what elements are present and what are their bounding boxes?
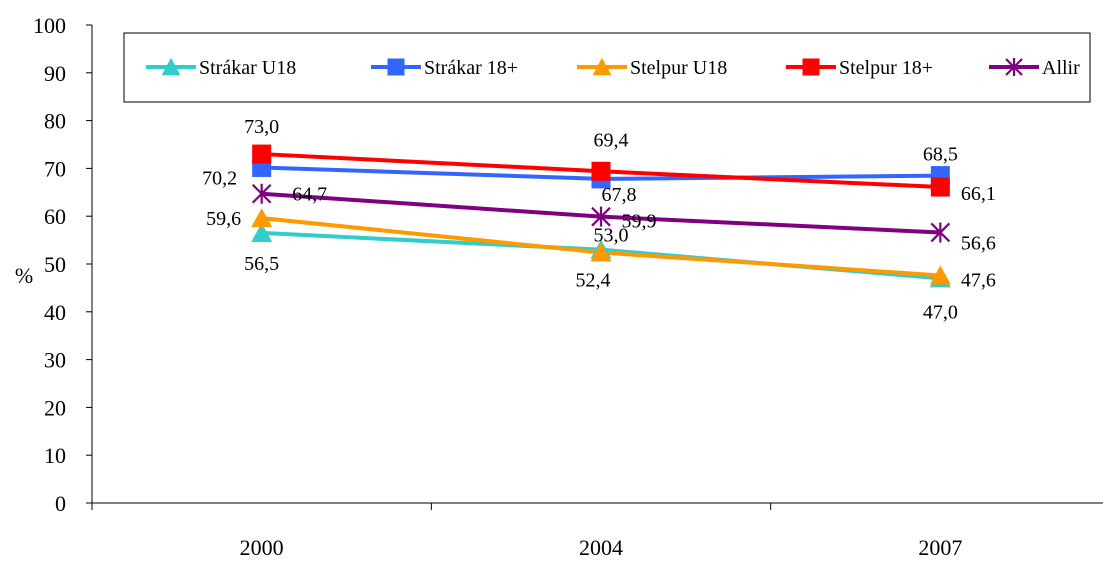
y-tick-label: 20 bbox=[44, 395, 66, 420]
data-label-allir: 59,9 bbox=[622, 211, 657, 233]
legend-marker-strakar-u18 bbox=[161, 57, 181, 76]
data-point-allir bbox=[930, 222, 951, 243]
data-label-stelpur-u18: 59,6 bbox=[206, 208, 241, 230]
data-label-allir: 64,7 bbox=[292, 184, 327, 206]
axes: 0 10 20 30 40 50 60 70 80 90 100 2000 2004 2007% bbox=[15, 13, 1103, 560]
data-label-strakar-u18: 56,5 bbox=[244, 253, 279, 275]
y-tick-label: 10 bbox=[44, 443, 66, 468]
legend-label-strakar-u18: Strákar U18 bbox=[199, 57, 296, 79]
data-point-stelpur-u18 bbox=[590, 242, 612, 262]
legend-marker-allir bbox=[1005, 58, 1023, 76]
legend-label-allir: Allir bbox=[1042, 57, 1080, 79]
data-label-allir: 56,6 bbox=[961, 232, 996, 254]
series-markers bbox=[251, 144, 951, 288]
data-label-strakar-u18: 53,0 bbox=[594, 225, 629, 247]
data-label-strakar-18plus: 70,2 bbox=[202, 167, 237, 189]
y-tick-label: 50 bbox=[44, 252, 66, 277]
y-tick-label: 90 bbox=[44, 61, 66, 86]
data-label-stelpur-18plus: 73,0 bbox=[244, 116, 279, 138]
data-labels: 56,5 53,0 47,0 70,2 67,8 68,5 59,6 52,4 47,6 73,0… bbox=[202, 116, 996, 323]
legend-label-stelpur-u18: Stelpur U18 bbox=[630, 57, 727, 79]
y-tick-label: 30 bbox=[44, 348, 66, 373]
legend: Strákar U18 Strákar 18+ Stelpur U18 Stelpur… bbox=[123, 32, 1091, 103]
y-tick-label: 80 bbox=[44, 109, 66, 134]
y-tick-label: 70 bbox=[44, 156, 66, 181]
data-point-stelpur-u18 bbox=[251, 208, 273, 228]
legend-marker-stelpur-u18 bbox=[592, 57, 612, 76]
data-label-stelpur-u18: 52,4 bbox=[576, 270, 611, 292]
data-point-stelpur-18plus bbox=[930, 177, 950, 197]
legend-label-strakar-18plus: Strákar 18+ bbox=[424, 57, 518, 79]
data-point-stelpur-18plus bbox=[591, 161, 611, 181]
data-label-stelpur-u18: 47,6 bbox=[961, 269, 996, 291]
x-category-label: 2004 bbox=[579, 535, 623, 560]
data-point-stelpur-18plus bbox=[252, 144, 272, 164]
y-tick-label: 40 bbox=[44, 300, 66, 325]
data-point-allir bbox=[251, 183, 272, 204]
y-tick-label: 60 bbox=[44, 204, 66, 229]
data-label-strakar-18plus: 68,5 bbox=[923, 144, 958, 166]
x-category-label: 2000 bbox=[240, 535, 284, 560]
y-tick-label: 0 bbox=[55, 491, 66, 516]
legend-marker-stelpur-18plus bbox=[802, 58, 820, 76]
data-label-strakar-u18: 47,0 bbox=[923, 301, 958, 323]
data-point-allir bbox=[591, 206, 611, 227]
data-label-stelpur-18plus: 66,1 bbox=[961, 183, 996, 205]
data-label-stelpur-18plus: 69,4 bbox=[594, 129, 629, 151]
y-axis-title: % bbox=[15, 263, 33, 288]
data-point-stelpur-u18 bbox=[929, 265, 951, 285]
data-label-strakar-18plus: 67,8 bbox=[602, 184, 637, 206]
data-point-strakar-u18 bbox=[251, 222, 273, 242]
x-category-label: 2007 bbox=[918, 535, 962, 560]
y-tick-label: 100 bbox=[33, 13, 66, 38]
legend-marker-strakar-18plus bbox=[387, 58, 405, 76]
legend-label-stelpur-18plus: Stelpur 18+ bbox=[839, 57, 933, 79]
